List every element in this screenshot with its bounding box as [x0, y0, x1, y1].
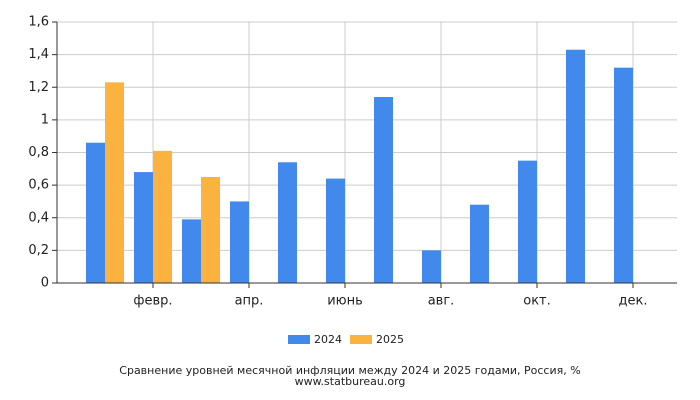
bar [201, 176, 220, 283]
x-tick-label: февр. [133, 294, 172, 309]
y-tick-label: 1,4 [28, 47, 49, 62]
legend-swatch [350, 335, 372, 344]
x-tick-label: окт. [523, 294, 551, 309]
legend-label: 2024 [314, 333, 342, 346]
bar [134, 172, 153, 283]
bar [153, 150, 172, 283]
legend-swatch [288, 335, 310, 344]
bar [326, 178, 345, 283]
bar [422, 250, 441, 283]
bar [230, 201, 249, 283]
bar [278, 162, 297, 283]
y-tick-label: 0,6 [28, 178, 49, 193]
bar [86, 142, 105, 283]
chart-subtitle: www.statbureau.org [295, 375, 406, 388]
x-tick-label: авг. [428, 294, 455, 309]
y-tick-label: 1,2 [28, 80, 49, 95]
legend-label: 2025 [376, 333, 404, 346]
bar [614, 67, 633, 283]
y-tick-label: 0,2 [28, 243, 49, 258]
x-tick-label: июнь [327, 294, 363, 309]
bar [182, 219, 201, 283]
x-tick-label: апр. [235, 294, 264, 309]
bar [105, 82, 124, 283]
y-tick-label: 1 [41, 112, 49, 127]
chart-title: Сравнение уровней месячной инфляции межд… [119, 364, 580, 377]
y-tick-label: 1,6 [28, 15, 49, 30]
y-tick-label: 0,8 [28, 145, 49, 160]
x-tick-label: дек. [619, 294, 648, 309]
bar [566, 49, 585, 284]
bar [374, 97, 393, 283]
y-tick-label: 0 [41, 276, 49, 291]
bar [518, 160, 537, 283]
bar [470, 204, 489, 283]
y-tick-label: 0,4 [28, 210, 49, 225]
